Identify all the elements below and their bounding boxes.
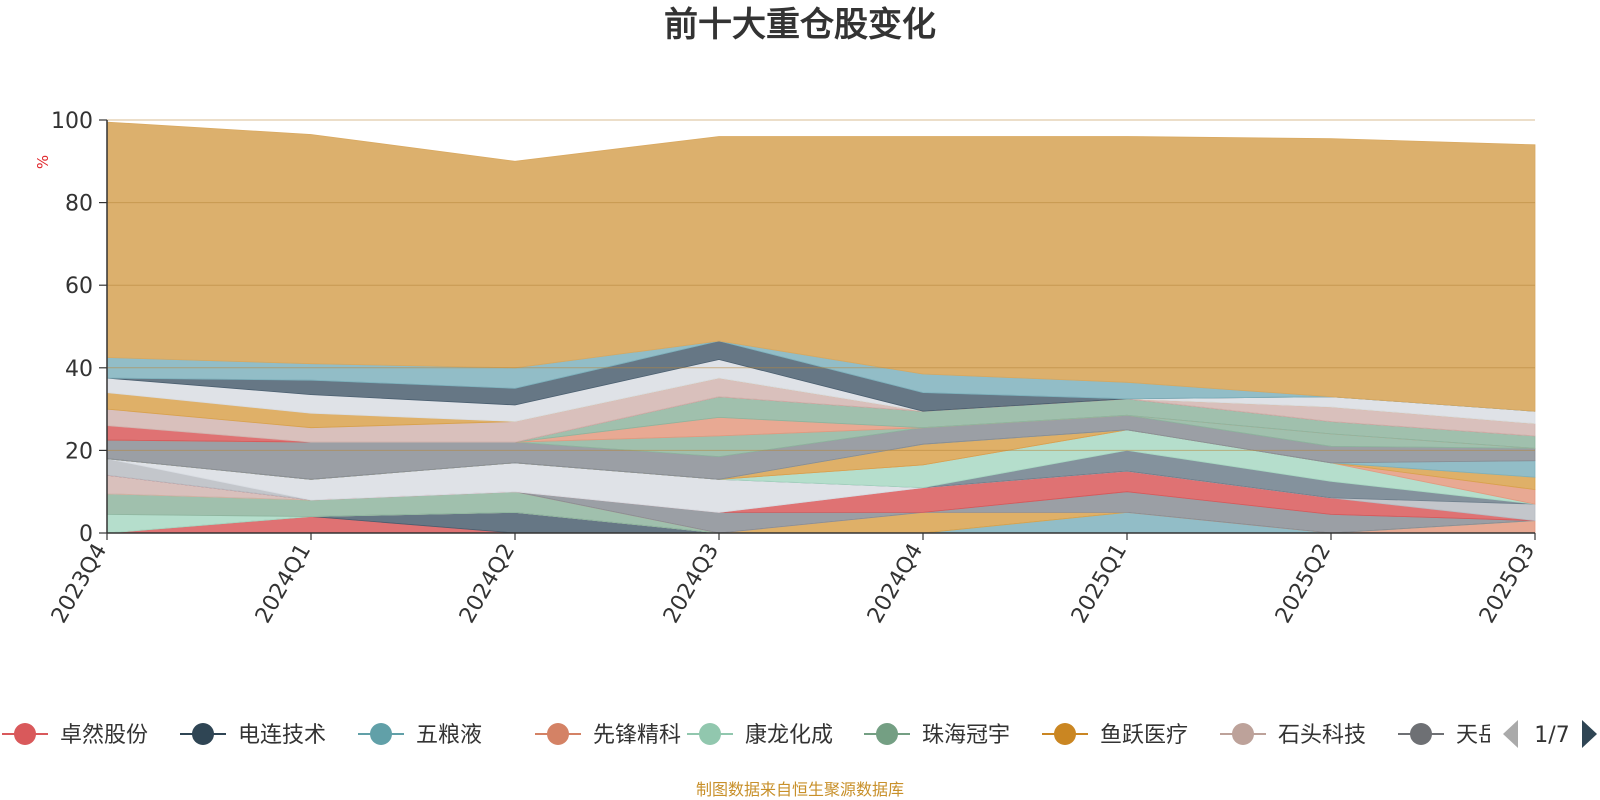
area-series-27: [106, 121, 1536, 412]
chart-title: 前十大重仓股变化: [664, 5, 936, 45]
y-axis-label: %: [34, 155, 52, 169]
legend-label: 电连技术: [238, 723, 326, 748]
x-tick-label: 2024Q3: [659, 540, 724, 628]
legend-label: 五粮液: [416, 723, 482, 748]
legend-page-indicator: 1/7: [1534, 723, 1569, 748]
legend-item[interactable]: 珠海冠宇: [864, 723, 1010, 748]
legend-label: 卓然股份: [60, 723, 148, 748]
x-tick-label: 2024Q4: [863, 540, 928, 628]
legend-label: 先锋精科: [593, 723, 681, 748]
legend-item[interactable]: [1398, 723, 1444, 745]
legend-item[interactable]: 鱼跃医疗: [1042, 723, 1188, 748]
y-tick-label: 100: [51, 109, 93, 134]
y-tick-label: 0: [79, 522, 93, 547]
legend-marker: [547, 723, 569, 745]
legend-item[interactable]: 五粮液: [358, 723, 482, 748]
y-tick-label: 80: [65, 192, 93, 217]
legend-label: 石头科技: [1278, 723, 1366, 748]
legend-label: 康龙化成: [745, 723, 833, 748]
legend-marker: [1054, 723, 1076, 745]
legend-item[interactable]: 先锋精科: [535, 723, 681, 748]
y-tick-label: 20: [65, 439, 93, 464]
legend-marker: [370, 723, 392, 745]
x-tick-label: 2025Q3: [1475, 540, 1540, 628]
legend-prev-icon[interactable]: [1503, 720, 1518, 748]
legend-label: 鱼跃医疗: [1100, 723, 1188, 748]
y-tick-label: 60: [65, 274, 93, 299]
legend: 卓然股份 电连技术 五粮液 先锋精科 康龙化成 珠海冠宇 鱼跃医疗 石头科技 天岳 1/7: [2, 720, 1597, 748]
area-layers: [106, 121, 1536, 534]
legend-next-icon[interactable]: [1582, 720, 1597, 748]
legend-item[interactable]: 石头科技: [1220, 723, 1366, 748]
legend-marker: [192, 723, 214, 745]
y-tick-label: 40: [65, 357, 93, 382]
legend-marker: [876, 723, 898, 745]
legend-item[interactable]: 康龙化成: [687, 723, 833, 748]
x-tick-label: 2025Q1: [1067, 540, 1132, 628]
legend-marker: [14, 723, 36, 745]
grid-lines: [107, 119, 1535, 451]
legend-item[interactable]: 卓然股份: [2, 723, 148, 748]
legend-label: 珠海冠宇: [922, 723, 1010, 748]
legend-label: 天岳: [1456, 723, 1500, 748]
legend-marker: [1232, 723, 1254, 745]
x-tick-label: 2024Q2: [455, 540, 520, 628]
x-tick-label: 2023Q4: [47, 540, 112, 628]
legend-marker: [699, 723, 721, 745]
x-tick-label: 2024Q1: [251, 540, 316, 628]
x-tick-label: 2025Q2: [1271, 540, 1336, 628]
legend-item[interactable]: 电连技术: [180, 723, 326, 748]
source-note: 制图数据来自恒生聚源数据库: [696, 780, 904, 799]
legend-marker: [1410, 723, 1432, 745]
